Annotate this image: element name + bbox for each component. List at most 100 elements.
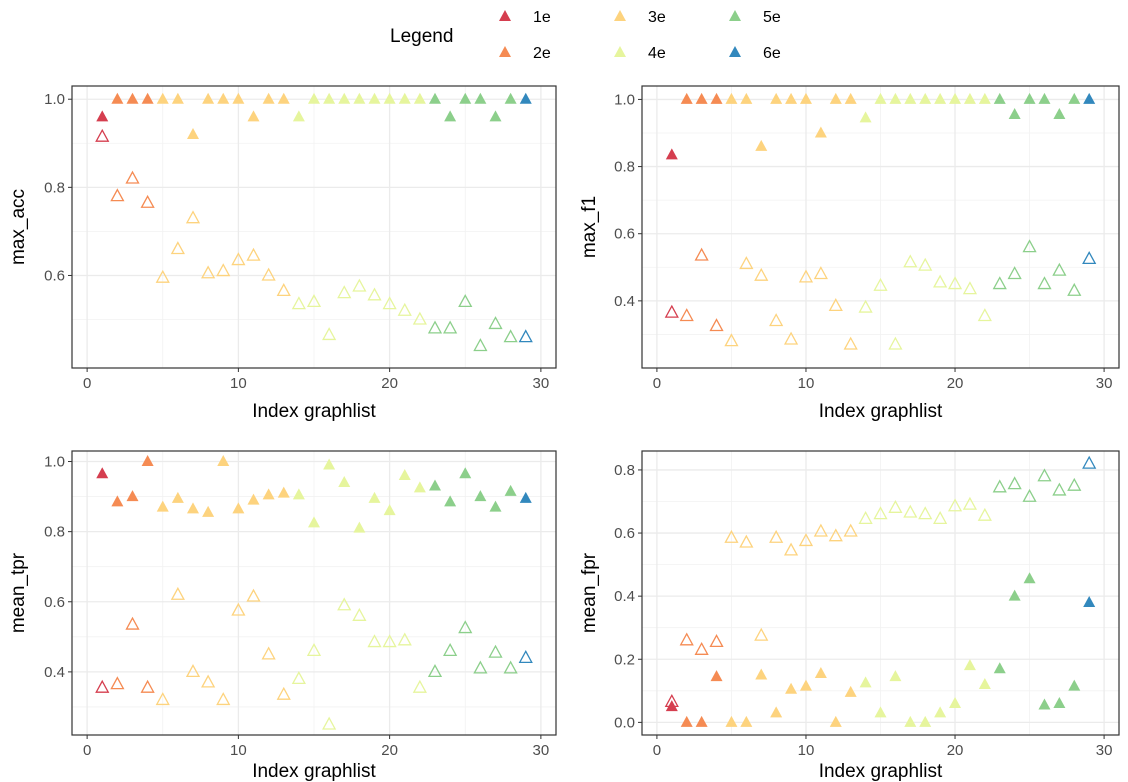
point-open xyxy=(246,247,261,261)
point-filled xyxy=(96,467,109,479)
point-filled xyxy=(398,92,411,104)
point-open xyxy=(140,194,155,208)
point-filled xyxy=(429,92,441,104)
point-open xyxy=(888,499,903,513)
point-open xyxy=(185,210,201,224)
point-open xyxy=(1067,477,1082,491)
point-filled xyxy=(740,92,753,104)
point-filled xyxy=(504,92,517,104)
point-filled xyxy=(1068,92,1081,104)
point-filled xyxy=(156,500,169,512)
y-tick-label: 0.8 xyxy=(614,159,635,176)
point-open xyxy=(397,632,412,646)
point-filled xyxy=(1053,696,1066,708)
point-open xyxy=(843,523,858,537)
point-open xyxy=(769,529,784,543)
point-open xyxy=(337,285,352,299)
x-tick-label: 0 xyxy=(83,742,91,759)
point-open xyxy=(367,634,382,648)
point-open xyxy=(458,294,473,308)
point-filled xyxy=(217,455,230,467)
x-tick-label: 30 xyxy=(533,375,550,392)
y-tick-label: 0.0 xyxy=(614,714,635,731)
point-filled xyxy=(993,92,1006,104)
point-filled xyxy=(889,92,902,104)
point-open xyxy=(291,671,306,685)
legend-key-6e xyxy=(729,46,741,57)
x-axis-title: Index graphlist xyxy=(819,401,943,422)
point-filled xyxy=(1038,92,1051,104)
y-tick-label: 0.8 xyxy=(44,179,65,196)
legend-label-3e: 3e xyxy=(648,9,666,26)
x-tick-label: 0 xyxy=(653,742,661,759)
point-filled xyxy=(829,92,842,104)
x-tick-label: 30 xyxy=(533,742,550,759)
point-open xyxy=(352,607,367,621)
point-filled xyxy=(111,495,124,507)
x-axis-title: Index graphlist xyxy=(819,761,943,782)
point-filled xyxy=(459,92,472,104)
legend-label-1e: 1e xyxy=(533,9,551,26)
point-open xyxy=(947,276,963,290)
panel-max_f1: 0 10 20 30 0.4 0.6 0.8 1.0 Index graphlist max_f1 xyxy=(579,85,1120,422)
point-filled xyxy=(963,92,976,104)
point-open xyxy=(962,496,978,510)
point-filled xyxy=(665,700,678,712)
panel-max_acc: 0 10 20 30 0.6 0.8 1.0 Index graphlist max_acc xyxy=(8,85,557,422)
point-open xyxy=(724,333,739,347)
point-filled xyxy=(919,92,932,104)
point-filled xyxy=(934,92,947,104)
point-filled xyxy=(308,92,320,104)
point-filled xyxy=(126,92,139,104)
grid-mean_fpr xyxy=(642,451,1119,735)
point-open xyxy=(858,510,873,524)
point-filled xyxy=(949,92,962,104)
point-filled xyxy=(444,495,457,507)
x-tick-label: 20 xyxy=(381,375,398,392)
point-open xyxy=(1007,476,1022,490)
legend-label-4e: 4e xyxy=(648,45,666,62)
point-filled xyxy=(993,662,1006,674)
y-tick-label: 0.6 xyxy=(44,267,65,284)
point-open xyxy=(813,523,828,537)
point-filled xyxy=(949,696,962,708)
point-open xyxy=(503,660,518,674)
point-filled xyxy=(353,92,366,104)
y-tick-label: 0.6 xyxy=(614,226,635,243)
x-tick-label: 20 xyxy=(947,742,964,759)
point-filled xyxy=(814,666,827,678)
point-filled xyxy=(489,500,502,512)
point-filled xyxy=(444,110,457,122)
point-filled xyxy=(338,476,351,488)
ticks-mean_fpr: 0 10 20 30 0.0 0.2 0.4 0.6 0.8 xyxy=(614,462,1112,759)
point-open xyxy=(709,318,724,332)
point-open xyxy=(458,620,473,634)
panel-border xyxy=(641,450,1120,736)
y-axis-title: mean_tpr xyxy=(8,552,29,633)
point-open xyxy=(276,283,291,297)
ticks-max_f1: 0 10 20 30 0.4 0.6 0.8 1.0 xyxy=(614,91,1112,392)
point-filled xyxy=(904,715,917,727)
point-filled xyxy=(978,92,991,104)
point-open xyxy=(873,506,888,520)
point-open xyxy=(488,644,503,658)
x-tick-label: 10 xyxy=(230,375,247,392)
point-open xyxy=(382,634,397,648)
point-open xyxy=(276,686,291,700)
y-axis-title: max_f1 xyxy=(579,196,600,258)
point-filled xyxy=(725,715,738,727)
point-open xyxy=(397,302,412,316)
point-open xyxy=(322,327,337,341)
point-open xyxy=(1052,262,1067,276)
point-filled xyxy=(413,481,426,493)
point-open xyxy=(95,679,110,693)
point-filled xyxy=(1083,92,1096,104)
point-open xyxy=(783,542,799,556)
point-open xyxy=(873,277,888,291)
point-filled xyxy=(217,92,230,104)
y-tick-label: 0.6 xyxy=(614,525,635,542)
point-open xyxy=(664,304,679,318)
point-filled xyxy=(740,715,753,727)
point-filled xyxy=(814,126,827,138)
point-filled xyxy=(111,92,124,104)
